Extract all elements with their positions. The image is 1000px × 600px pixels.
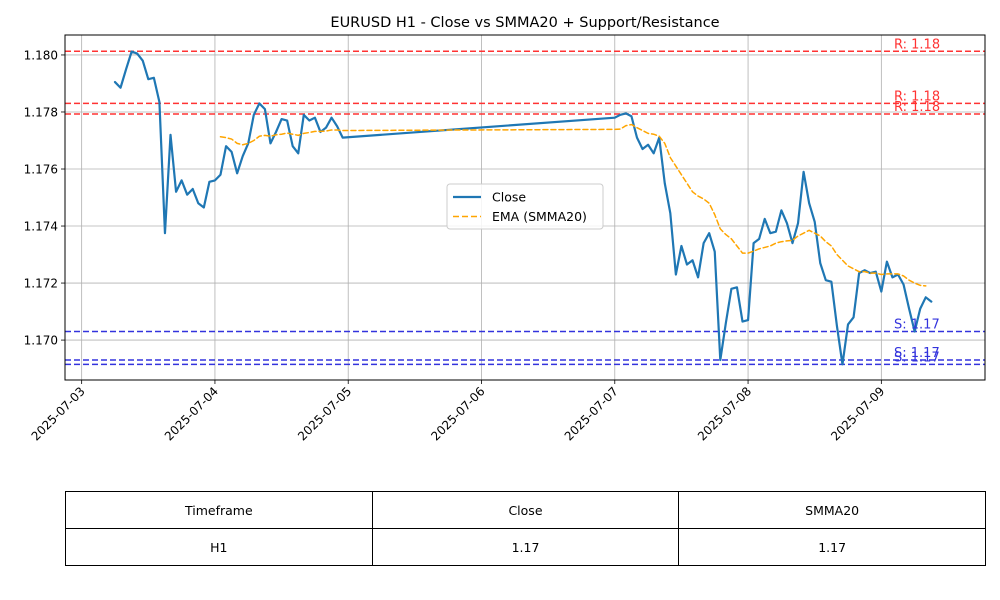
x-tick-label: 2025-07-03 [29, 384, 88, 443]
support-label: S: 1.17 [894, 318, 940, 333]
grid [65, 35, 985, 380]
cell-timeframe: H1 [65, 528, 373, 566]
support-label: S: 1.17 [894, 346, 940, 361]
legend-box [446, 183, 604, 230]
close-series-line [113, 50, 933, 366]
x-tick-label: 2025-07-05 [295, 384, 354, 443]
header-close: Close [371, 491, 680, 529]
cell-close: 1.17 [371, 528, 680, 566]
legend: Close EMA (SMMA20) [446, 183, 604, 230]
support-label: S: 1.17 [894, 350, 940, 365]
header-smma20: SMMA20 [678, 491, 986, 529]
smma20-series-line [219, 123, 927, 287]
legend-smma-label: EMA (SMMA20) [492, 209, 587, 224]
series-lines [113, 50, 933, 366]
x-tick-label: 2025-07-08 [695, 384, 754, 443]
y-tick-label: 1.180 [24, 48, 58, 62]
stats-table-row: H1 1.17 1.17 [65, 528, 986, 566]
stats-table: Timeframe Close SMMA20 H1 1.17 1.17 [65, 491, 986, 566]
support-resistance-levels [65, 50, 985, 366]
header-timeframe: Timeframe [65, 491, 373, 529]
y-tick-label: 1.172 [24, 277, 58, 291]
cell-smma20: 1.17 [678, 528, 986, 566]
y-tick-label: 1.174 [24, 220, 58, 234]
y-tick-label: 1.178 [24, 105, 58, 119]
y-tick-label: 1.176 [24, 163, 58, 177]
x-tick-label: 2025-07-06 [428, 384, 487, 443]
resistance-label: R: 1.18 [894, 89, 940, 104]
y-axis: 1.170 1.172 1.174 1.176 1.178 1.180 [24, 48, 65, 348]
stats-table-header-row: Timeframe Close SMMA20 [65, 491, 986, 529]
x-tick-label: 2025-07-07 [562, 384, 621, 443]
price-chart: EURUSD H1 - Close vs SMMA20 + Support/Re… [24, 15, 986, 443]
legend-close-label: Close [492, 190, 526, 205]
resistance-label: R: 1.18 [894, 37, 940, 52]
resistance-label: R: 1.18 [894, 100, 940, 115]
y-tick-label: 1.170 [24, 334, 58, 348]
plot-frame [64, 34, 986, 381]
chart-title: EURUSD H1 - Close vs SMMA20 + Support/Re… [330, 15, 719, 31]
x-tick-label: 2025-07-04 [162, 384, 221, 443]
x-tick-label: 2025-07-09 [828, 384, 887, 443]
x-axis: 2025-07-03 2025-07-04 2025-07-05 2025-07-06… [29, 380, 887, 443]
level-labels: R: 1.18R: 1.18R: 1.18S: 1.17S: 1.17S: 1.… [894, 37, 940, 365]
